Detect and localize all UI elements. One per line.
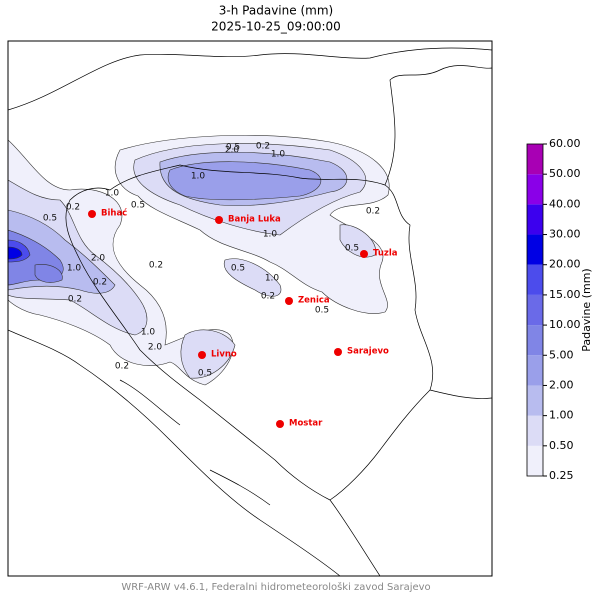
contour-label: 1.0	[67, 264, 82, 274]
city-label: Zenica	[298, 296, 330, 306]
contour-label: 0.2	[115, 362, 129, 372]
colorbar-tick-label: 0.25	[549, 469, 574, 482]
colorbar-tick-label: 0.50	[549, 439, 574, 452]
contour-label: 2.0	[148, 343, 163, 353]
subtitle: 2025-10-25_09:00:00	[211, 20, 341, 34]
border-line	[384, 65, 492, 186]
border-line	[329, 499, 381, 576]
colorbar-segment	[527, 264, 543, 295]
colorbar-tick-label: 10.00	[549, 318, 581, 331]
contour-label: 1.0	[263, 230, 278, 240]
colorbar-tick-label: 50.00	[549, 167, 581, 180]
contour-label: 0.2	[149, 261, 163, 271]
city-marker	[198, 351, 206, 359]
contour-label: 0.5	[131, 201, 145, 211]
colorbar-segment	[527, 144, 543, 175]
city-label: Sarajevo	[347, 347, 389, 357]
precip-area	[223, 258, 282, 297]
contour-label: 0.5	[315, 306, 329, 316]
border-line	[429, 389, 492, 399]
precip-area	[8, 139, 234, 386]
city-marker	[276, 420, 284, 428]
contour-label: 0.2	[261, 292, 275, 302]
title: 3-h Padavine (mm)	[219, 4, 333, 18]
colorbar-segment	[527, 445, 543, 476]
contour-label: 0.5	[198, 369, 212, 379]
colorbar-frame	[526, 143, 544, 477]
colorbar-tick-label: 1.00	[549, 409, 574, 422]
city-marker	[88, 210, 96, 218]
contour-label: 1.0	[191, 172, 206, 182]
border-line	[8, 47, 492, 111]
city-marker	[215, 216, 223, 224]
city-label: Banja Luka	[228, 215, 281, 225]
contour-label: 0.5	[43, 214, 57, 224]
contour-label: 1.0	[105, 189, 120, 199]
colorbar-tick-label: 15.00	[549, 288, 581, 301]
contour-label: 0.5	[226, 143, 240, 153]
city-marker	[360, 250, 368, 258]
colorbar-segment	[527, 385, 543, 416]
colorbar-tick-label: 2.00	[549, 378, 574, 391]
precip-area	[180, 329, 236, 379]
contour-label: 1.0	[141, 328, 156, 338]
contour-label: 1.0	[271, 150, 286, 160]
contour-label: 0.2	[93, 278, 107, 288]
colorbar-tick-label: 40.00	[549, 197, 581, 210]
contour-label: 2.0	[225, 146, 240, 156]
colorbar-segment	[527, 174, 543, 205]
colorbar-segment	[527, 204, 543, 235]
city-marker	[285, 297, 293, 305]
colorbar-segment	[527, 415, 543, 446]
colorbar-segment	[527, 234, 543, 265]
city-label: Bihać	[101, 208, 127, 219]
colorbar-tick-label: 60.00	[549, 137, 581, 150]
colorbar-segment	[527, 325, 543, 356]
colorbar-segment	[527, 294, 543, 326]
city-label: Tuzla	[373, 249, 398, 259]
contour-label: 0.5	[231, 264, 245, 274]
contour-label: 0.2	[366, 207, 380, 217]
contour-label: 0.2	[68, 295, 82, 305]
city-marker	[334, 348, 342, 356]
contour-label: 0.2	[66, 203, 80, 213]
map-frame	[7, 40, 493, 577]
colorbar-label: Padavine (mm)	[580, 268, 593, 351]
colorbar-tick-label: 5.00	[549, 348, 574, 361]
colorbar-segment	[527, 355, 543, 386]
precip-fields	[8, 135, 390, 386]
city-label: Livno	[211, 350, 237, 360]
contour-labels: 0.5 0.21.02.01.00.51.00.20.51.00.20.22.01…	[43, 142, 380, 379]
contour-label: 0.2	[256, 142, 270, 152]
city-label: Mostar	[289, 419, 323, 429]
contour-label: 1.0	[265, 274, 280, 284]
cities: Bihać Banja Luka Tuzla Zenica Sarajevo Livno M…	[88, 208, 398, 429]
precip-area	[8, 246, 23, 260]
coastline	[8, 329, 341, 576]
island-outline	[119, 379, 271, 506]
precip-area	[339, 224, 376, 258]
colorbar-tick-label: 20.00	[549, 258, 581, 271]
precip-area	[167, 161, 322, 201]
contour-label: 2.0	[91, 254, 106, 264]
map-area: 0.5 0.21.02.01.00.51.00.20.51.00.20.22.01…	[7, 40, 493, 577]
footer: WRF-ARW v4.6.1, Federalni hidrometeorolo…	[121, 581, 430, 593]
borders	[8, 47, 492, 576]
precip-area	[34, 264, 63, 283]
contour-label: 0.5	[345, 244, 359, 254]
colorbar: Padavine (mm) 0.25 0.50 1.00 2.00 5.00 10.00 1…	[526, 137, 593, 482]
colorbar-tick-label: 30.00	[549, 228, 581, 241]
